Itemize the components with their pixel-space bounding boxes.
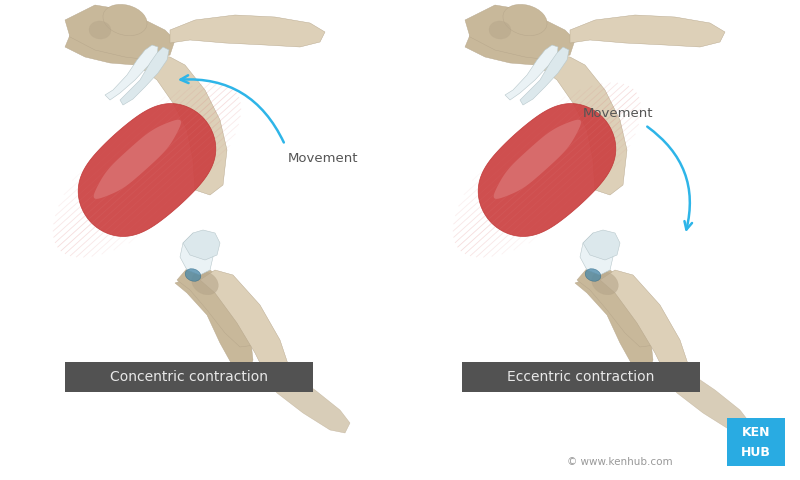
Polygon shape	[170, 15, 325, 47]
Polygon shape	[577, 265, 660, 347]
Polygon shape	[140, 55, 227, 195]
Ellipse shape	[489, 21, 511, 39]
Polygon shape	[580, 233, 613, 275]
Polygon shape	[65, 25, 160, 65]
Polygon shape	[65, 5, 175, 60]
Polygon shape	[660, 365, 750, 433]
Ellipse shape	[592, 271, 618, 295]
Polygon shape	[78, 104, 216, 237]
Polygon shape	[183, 230, 220, 260]
Polygon shape	[570, 15, 725, 47]
Text: © www.kenhub.com: © www.kenhub.com	[567, 457, 673, 467]
Text: KEN: KEN	[742, 426, 770, 439]
Text: Movement: Movement	[288, 152, 358, 165]
Polygon shape	[177, 265, 260, 347]
Text: Movement: Movement	[583, 107, 654, 120]
Ellipse shape	[186, 269, 201, 281]
Polygon shape	[465, 25, 560, 65]
Polygon shape	[175, 275, 253, 373]
Polygon shape	[478, 104, 616, 237]
Polygon shape	[120, 47, 169, 105]
Polygon shape	[520, 47, 569, 105]
Polygon shape	[494, 120, 581, 199]
FancyBboxPatch shape	[462, 362, 700, 392]
Polygon shape	[105, 45, 158, 100]
FancyBboxPatch shape	[65, 362, 313, 392]
Polygon shape	[575, 275, 653, 373]
Ellipse shape	[192, 271, 218, 295]
Polygon shape	[260, 365, 350, 433]
FancyBboxPatch shape	[727, 418, 785, 466]
Polygon shape	[540, 55, 627, 195]
Polygon shape	[583, 230, 620, 260]
Text: Eccentric contraction: Eccentric contraction	[507, 370, 654, 384]
Polygon shape	[600, 270, 690, 385]
Text: HUB: HUB	[741, 446, 771, 459]
Ellipse shape	[89, 21, 111, 39]
Polygon shape	[200, 270, 290, 385]
Polygon shape	[505, 45, 558, 100]
Polygon shape	[94, 120, 181, 199]
Text: Concentric contraction: Concentric contraction	[110, 370, 268, 384]
Polygon shape	[180, 233, 213, 275]
Polygon shape	[465, 5, 575, 60]
Ellipse shape	[586, 269, 601, 281]
Ellipse shape	[503, 4, 547, 36]
Ellipse shape	[103, 4, 147, 36]
